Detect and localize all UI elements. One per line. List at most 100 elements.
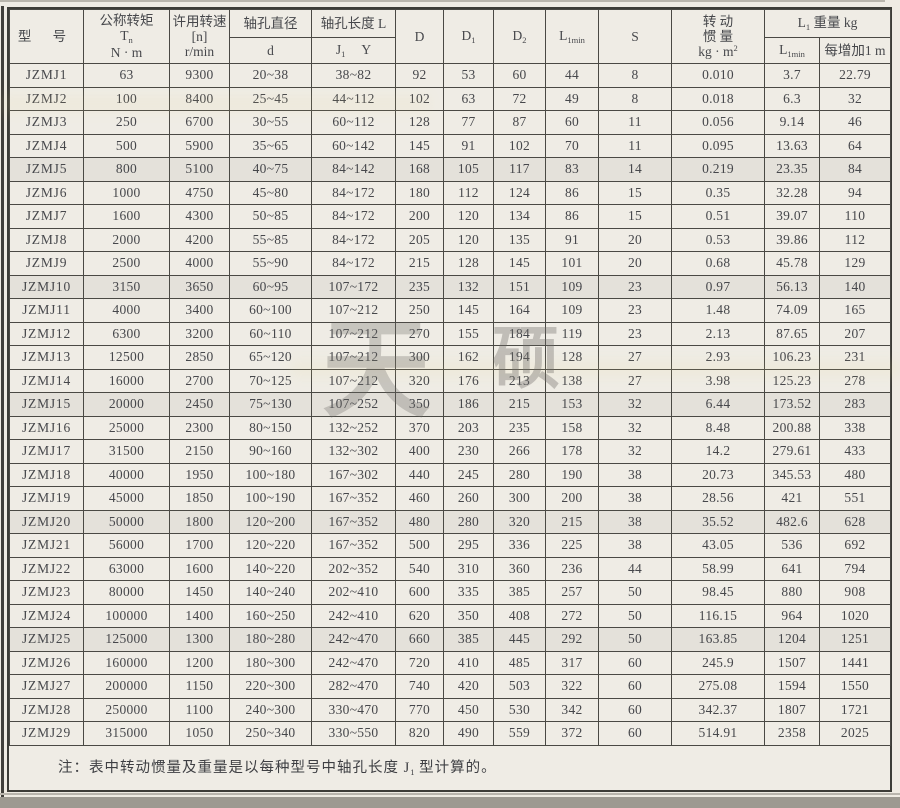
value-cell: 1450: [169, 580, 230, 605]
value-cell: 272: [545, 603, 599, 628]
value-cell: 25~45: [229, 86, 312, 111]
value-cell: 2300: [169, 415, 230, 440]
value-cell: 279.61: [764, 439, 820, 464]
value-cell: 100000: [83, 603, 170, 628]
value-cell: 1300: [169, 627, 230, 652]
value-cell: 0.68: [671, 251, 765, 276]
value-cell: 35~65: [229, 133, 312, 158]
value-cell: 45.78: [764, 251, 820, 276]
value-cell: 28.56: [671, 486, 765, 511]
table-row: JZMJ2 100 8400 25~45 44~112 102 63 72 49 8 0.018 6.…: [9, 86, 891, 111]
table-row: JZMJ17 31500 2150 90~160 132~302 400 230 266 178…: [9, 439, 891, 464]
value-cell: 38: [598, 533, 672, 558]
value-cell: 1800: [169, 509, 230, 534]
value-cell: 32: [598, 439, 672, 464]
model-cell: JZMJ27: [9, 674, 84, 699]
value-cell: 310: [443, 556, 494, 581]
value-cell: 330~470: [311, 697, 396, 722]
value-cell: 60: [493, 63, 546, 88]
value-cell: 70~125: [229, 368, 312, 393]
value-cell: 770: [395, 697, 444, 722]
value-cell: 1600: [83, 204, 170, 229]
value-cell: 145: [443, 298, 494, 323]
value-cell: 45~80: [229, 180, 312, 205]
value-cell: 14.2: [671, 439, 765, 464]
value-cell: 86: [545, 180, 599, 205]
value-cell: 445: [493, 627, 546, 652]
value-cell: 80000: [83, 580, 170, 605]
value-cell: 60~110: [229, 321, 312, 346]
value-cell: 84~172: [311, 251, 396, 276]
table-row: JZMJ25 125000 1300 180~280 242~470 660 385 445 2…: [9, 627, 891, 652]
value-cell: 38~82: [311, 63, 396, 88]
value-cell: 167~352: [311, 509, 396, 534]
value-cell: 2000: [83, 227, 170, 252]
value-cell: 1807: [764, 697, 820, 722]
value-cell: 500: [395, 533, 444, 558]
value-cell: 280: [493, 462, 546, 487]
speed-line1: 许用转速: [172, 13, 227, 29]
col-subheader-d: d: [229, 37, 312, 64]
value-cell: 39.86: [764, 227, 820, 252]
value-cell: 43.05: [671, 533, 765, 558]
value-cell: 53: [443, 63, 494, 88]
table-row: JZMJ5 800 5100 40~75 84~142 168 105 117 83 14 0.21…: [9, 157, 891, 182]
value-cell: 1020: [819, 603, 891, 628]
value-cell: 2025: [819, 721, 891, 746]
value-cell: 250: [83, 110, 170, 135]
model-cell: JZMJ9: [9, 251, 84, 276]
model-cell: JZMJ21: [9, 533, 84, 558]
coupling-spec-table: 型 号 公称转矩 Tn N · m 许用转速 [n] r/min 轴孔直径 轴孔…: [9, 9, 891, 746]
table-frame: 型 号 公称转矩 Tn N · m 许用转速 [n] r/min 轴孔直径 轴孔…: [7, 7, 892, 792]
value-cell: 135: [493, 227, 546, 252]
value-cell: 278: [819, 368, 891, 393]
value-cell: 87: [493, 110, 546, 135]
value-cell: 4000: [83, 298, 170, 323]
value-cell: 63000: [83, 556, 170, 581]
table-row: JZMJ10 3150 3650 60~95 107~172 235 132 151 109 23…: [9, 274, 891, 299]
table-row: JZMJ6 1000 4750 45~80 84~172 180 112 124 86 15 0.3…: [9, 180, 891, 205]
col-header-speed: 许用转速 [n] r/min: [169, 9, 230, 64]
model-cell: JZMJ22: [9, 556, 84, 581]
value-cell: 720: [395, 650, 444, 675]
value-cell: 0.97: [671, 274, 765, 299]
value-cell: 86: [545, 204, 599, 229]
value-cell: 250000: [83, 697, 170, 722]
value-cell: 4200: [169, 227, 230, 252]
value-cell: 160~250: [229, 603, 312, 628]
model-cell: JZMJ23: [9, 580, 84, 605]
value-cell: 128: [545, 345, 599, 370]
value-cell: 460: [395, 486, 444, 511]
table-row: JZMJ26 160000 1200 180~300 242~470 720 410 485 3…: [9, 650, 891, 675]
value-cell: 30~55: [229, 110, 312, 135]
col-header-torque: 公称转矩 Tn N · m: [83, 9, 170, 64]
value-cell: 1000: [83, 180, 170, 205]
table-row: JZMJ14 16000 2700 70~125 107~212 320 176 213 138…: [9, 368, 891, 393]
value-cell: 242~470: [311, 650, 396, 675]
value-cell: 242~410: [311, 603, 396, 628]
value-cell: 56.13: [764, 274, 820, 299]
value-cell: 236: [545, 556, 599, 581]
col-header-bore-diameter: 轴孔直径: [229, 9, 312, 38]
value-cell: 385: [443, 627, 494, 652]
value-cell: 4750: [169, 180, 230, 205]
value-cell: 1.48: [671, 298, 765, 323]
value-cell: 100: [83, 86, 170, 111]
value-cell: 38: [598, 486, 672, 511]
value-cell: 1850: [169, 486, 230, 511]
col-header-D1: D1: [443, 9, 494, 64]
value-cell: 1200: [169, 650, 230, 675]
value-cell: 129: [819, 251, 891, 276]
value-cell: 235: [493, 415, 546, 440]
value-cell: 164: [493, 298, 546, 323]
model-cell: JZMJ20: [9, 509, 84, 534]
value-cell: 628: [819, 509, 891, 534]
value-cell: 220~300: [229, 674, 312, 699]
value-cell: 11: [598, 133, 672, 158]
value-cell: 1400: [169, 603, 230, 628]
col-subheader-weight-L1min: L1min: [764, 37, 820, 64]
table-row: JZMJ15 20000 2450 75~130 107~252 350 186 215 153…: [9, 392, 891, 417]
value-cell: 1050: [169, 721, 230, 746]
value-cell: 660: [395, 627, 444, 652]
value-cell: 490: [443, 721, 494, 746]
